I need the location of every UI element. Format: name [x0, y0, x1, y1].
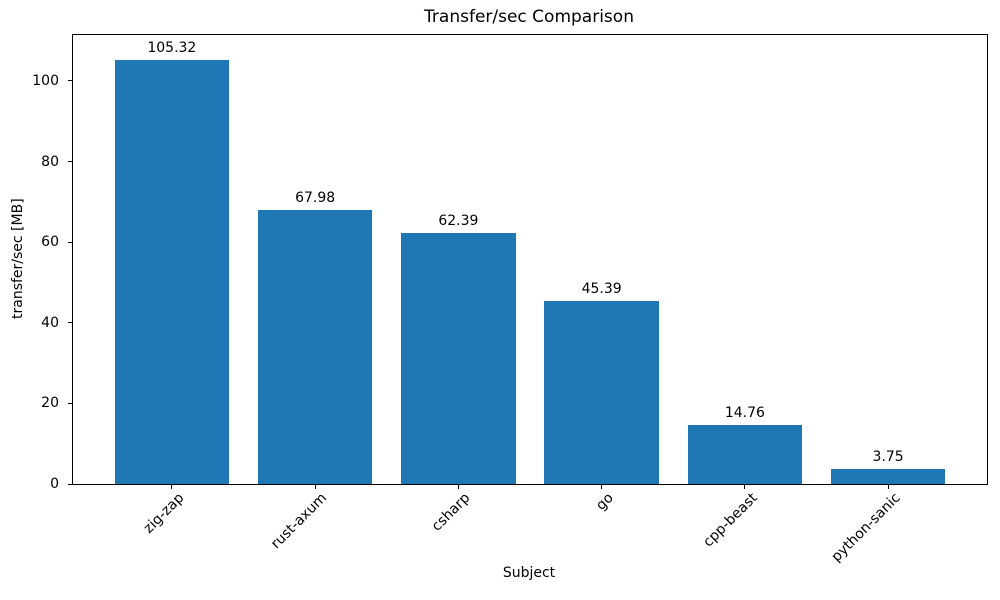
chart-title: Transfer/sec Comparison [424, 7, 634, 27]
bar-value-label-go: 45.39 [581, 281, 622, 298]
x-tick-mark-python-sanic [887, 485, 889, 489]
y-tick-mark-80 [68, 161, 72, 163]
y-tick-mark-40 [68, 322, 72, 324]
y-tick-mark-100 [68, 80, 72, 82]
y-tick-mark-0 [68, 483, 72, 485]
x-tick-label-csharp: csharp [429, 490, 474, 535]
bar-csharp [401, 232, 516, 484]
bar-rust-axum [257, 210, 373, 484]
bar-zig-zap [114, 59, 230, 484]
bar-cpp-beast [687, 424, 803, 484]
y-tick-label-60: 60 [41, 234, 59, 251]
bar-value-label-csharp: 62.39 [438, 212, 479, 229]
x-tick-label-go: go [593, 490, 617, 514]
bar-value-label-zig-zap: 105.32 [147, 39, 197, 56]
bar-value-label-python-sanic: 3.75 [872, 448, 904, 465]
y-tick-label-40: 40 [41, 314, 59, 331]
bar-value-label-cpp-beast: 14.76 [724, 404, 765, 421]
plot-area: 105.32 67.98 62.39 45.39 14.76 3.75 0 20 40 60 80 1… [32, 34, 988, 492]
y-tick-label-100: 100 [32, 72, 59, 89]
x-tick-mark-csharp [457, 485, 459, 489]
y-tick-label-80: 80 [41, 153, 59, 170]
x-tick-mark-go [601, 485, 603, 489]
x-tick-label-zig-zap: zig-zap [140, 490, 188, 537]
y-tick-mark-20 [68, 402, 72, 404]
y-axis-label: transfer/sec [MB] [10, 198, 26, 319]
x-tick-mark-zig-zap [171, 485, 173, 489]
x-tick-label-rust-axum: rust-axum [268, 490, 331, 553]
y-tick-label-20: 20 [41, 395, 59, 412]
y-tick-mark-60 [68, 241, 72, 243]
x-tick-label-python-sanic: python-sanic [828, 490, 904, 566]
x-axis-label: Subject [502, 565, 556, 581]
bar-value-label-rust-axum: 67.98 [295, 190, 336, 207]
bar-go [544, 301, 659, 484]
bar-python-sanic [830, 468, 946, 484]
x-tick-mark-cpp-beast [744, 485, 746, 489]
y-tick-label-0: 0 [50, 476, 59, 492]
x-tick-label-cpp-beast: cpp-beast [699, 490, 761, 551]
x-tick-mark-rust-axum [314, 485, 316, 489]
